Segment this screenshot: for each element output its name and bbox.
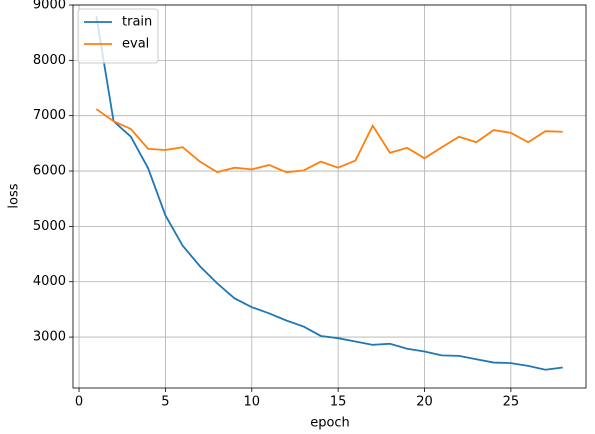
- y-tick-label: 3000: [33, 330, 66, 345]
- x-tick-label: 20: [416, 395, 433, 410]
- y-tick-label: 9000: [33, 0, 66, 13]
- legend-label: train: [122, 15, 152, 30]
- x-axis-label: epoch: [310, 416, 350, 431]
- y-tick-label: 8000: [33, 53, 66, 68]
- x-tick-label: 5: [161, 395, 169, 410]
- y-tick-label: 5000: [33, 219, 66, 234]
- y-axis-label: loss: [7, 183, 22, 208]
- x-tick-label: 15: [330, 395, 347, 410]
- data-line: [95, 15, 563, 371]
- x-tick-label: 10: [243, 395, 260, 410]
- legend-label: eval: [122, 37, 149, 52]
- data-line: [95, 108, 563, 174]
- x-tick-label: 0: [75, 395, 83, 410]
- x-tick-label: 25: [503, 395, 520, 410]
- axes-frame: [72, 4, 587, 389]
- y-tick-label: 7000: [33, 108, 66, 123]
- y-tick-label: 4000: [33, 274, 66, 289]
- y-tick-label: 6000: [33, 164, 66, 179]
- legend: train eval: [77, 8, 159, 64]
